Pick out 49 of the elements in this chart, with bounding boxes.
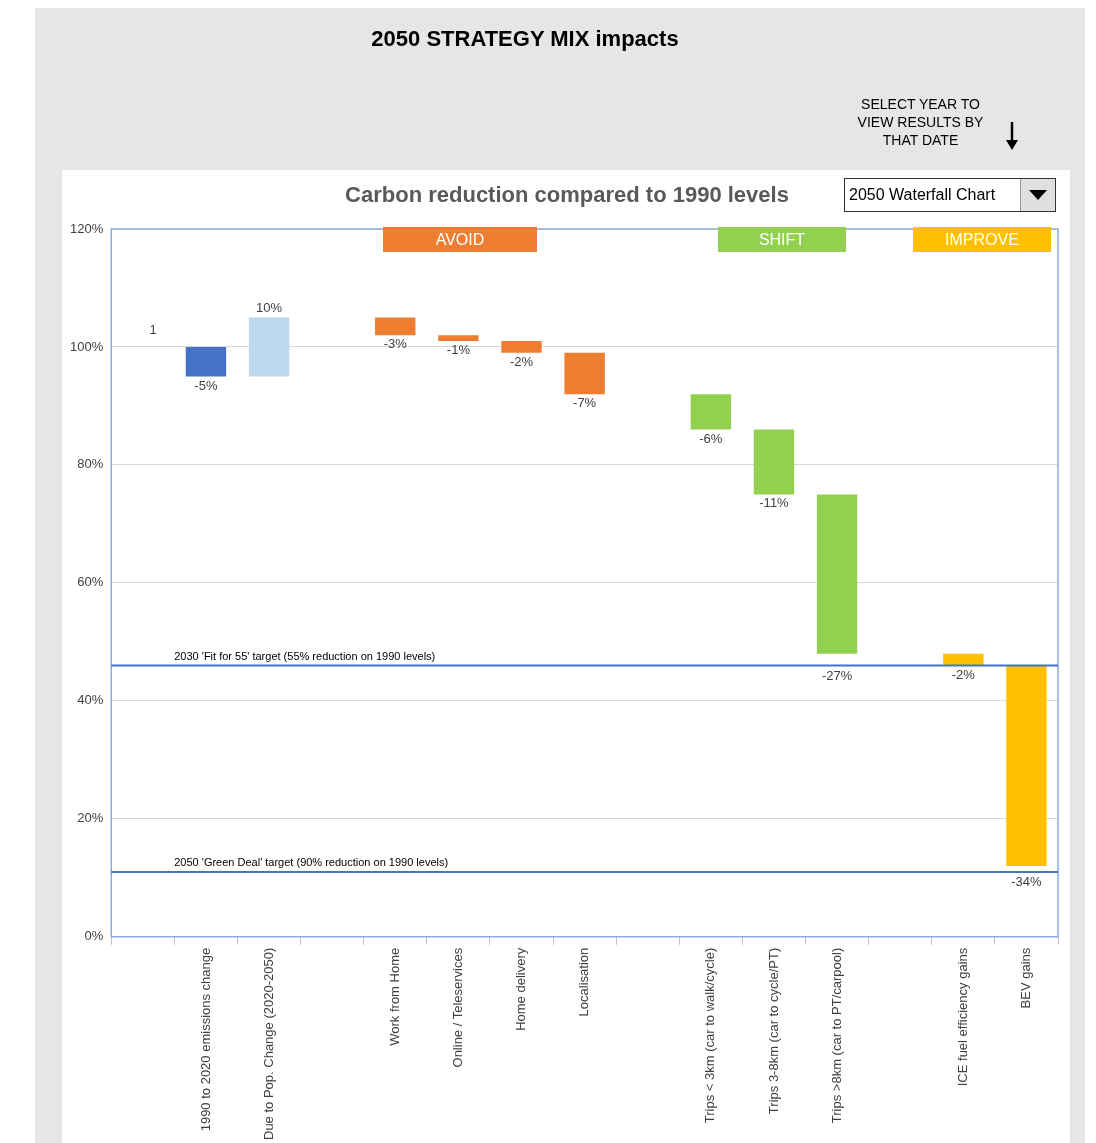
x-tick-label: Localisation: [576, 947, 592, 1017]
label-box: AVOID: [383, 227, 537, 252]
ref-line-label: 2050 'Green Deal' target (90% reduction on 1990 levels): [174, 856, 449, 869]
bar: [564, 352, 605, 395]
annotation: 1: [148, 322, 158, 337]
x-tick-label: Home delivery: [513, 947, 529, 1031]
dropdown: 2050 Waterfall Chart: [844, 178, 1056, 212]
x-tick-label: Due to Pop. Change (2020-2050): [260, 947, 276, 1140]
data-label: -6%: [699, 430, 723, 446]
data-label: -5%: [194, 377, 218, 393]
x-tick-label: Trips 3-8km (car to cycle/PT): [765, 947, 781, 1115]
y-tick-label: 100%: [70, 338, 104, 354]
bar: [248, 317, 290, 377]
chart-subtitle: Carbon reduction compared to 1990 levels: [345, 182, 789, 207]
y-tick-label: 80%: [77, 456, 104, 472]
x-tick-label: 1990 to 2020 emissions change: [197, 947, 213, 1132]
bar: [501, 341, 542, 353]
data-label: 10%: [256, 299, 283, 315]
y-tick-label: 20%: [77, 810, 104, 826]
ref-line-label: 2030 'Fit for 55' target (55% reduction on 1990 levels): [174, 649, 436, 662]
data-label: -3%: [383, 336, 408, 352]
bar: [816, 494, 858, 654]
y-tick-label: 40%: [77, 692, 104, 708]
bar: [690, 394, 732, 430]
bar: [753, 429, 795, 495]
data-label: -1%: [446, 342, 471, 358]
text: SELECT YEAR TO VIEW RESULTS BY THAT DATE: [856, 95, 985, 149]
bar: [185, 346, 227, 377]
bar: [438, 335, 479, 342]
chart-title: 2050 STRATEGY MIX impacts: [370, 26, 680, 52]
y-tick-label: 120%: [70, 220, 104, 236]
label-box: SHIFT: [718, 227, 846, 252]
x-tick-label: Trips >8km (car to PT/carpool): [828, 947, 844, 1124]
data-label: -34%: [1011, 873, 1043, 889]
x-tick-label: Work from Home: [386, 947, 402, 1046]
data-label: -2%: [509, 353, 534, 369]
y-tick-label: 60%: [77, 574, 104, 590]
x-tick-label: Trips < 3km (car to walk/cycle): [702, 947, 718, 1124]
data-label: -7%: [573, 395, 597, 411]
x-tick-label: ICE fuel efficiency gains: [954, 947, 970, 1087]
data-label: -11%: [759, 495, 790, 511]
bar: [375, 317, 416, 336]
label-box: IMPROVE: [913, 227, 1051, 252]
data-label: -27%: [821, 667, 853, 683]
data-label: -2%: [951, 666, 976, 682]
x-tick-label: Online / Teleservices: [449, 947, 465, 1068]
y-tick-label: 0%: [84, 928, 104, 944]
bar: [1006, 665, 1047, 866]
x-tick-label: BEV gains: [1018, 947, 1034, 1009]
